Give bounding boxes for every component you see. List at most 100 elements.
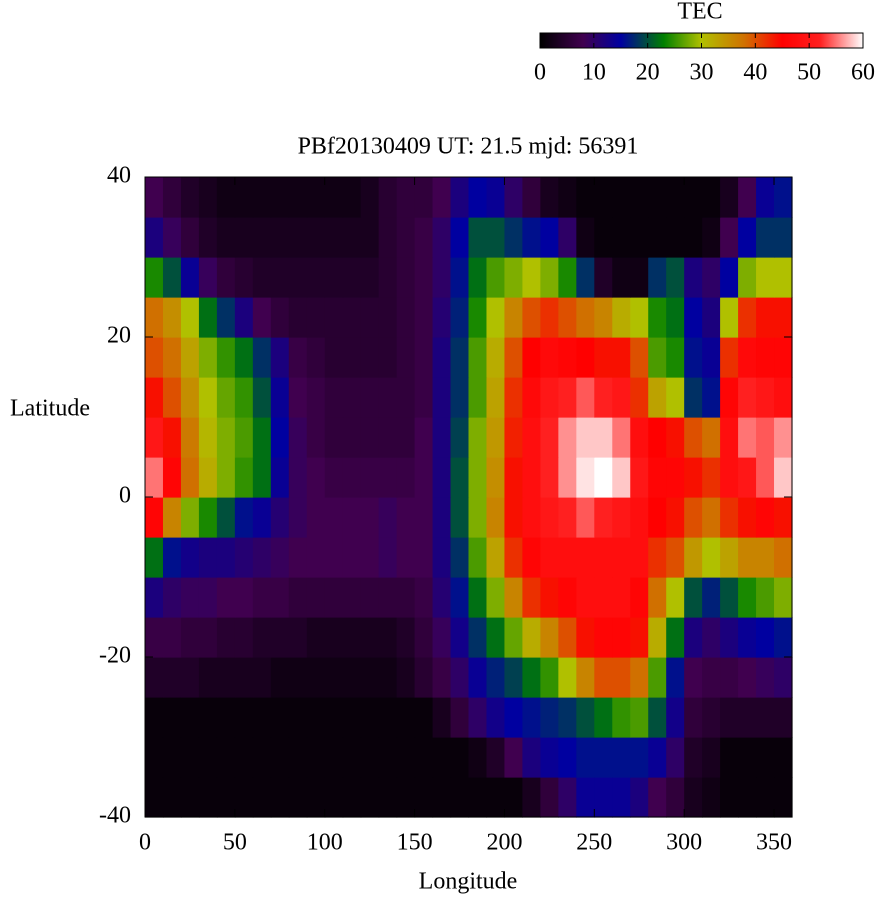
heat-cell [396,497,416,538]
heat-cell [145,337,164,378]
y-tick-label: -40 [99,803,131,829]
heat-cell [684,697,703,738]
heat-cell [684,177,703,218]
heat-cell [774,177,793,218]
heat-cell [468,457,488,498]
heat-cell [360,177,380,218]
heat-cell [180,657,200,698]
heat-cell [666,577,685,618]
heat-cell [774,217,793,258]
heat-cell [558,417,577,458]
heat-cell [702,217,721,258]
x-tick-label: 200 [486,830,522,856]
heat-cell [252,297,272,338]
heat-cell [396,617,416,658]
heat-cell [342,657,362,698]
heat-cell [738,737,757,778]
heat-cell [720,417,739,458]
heat-cell [378,337,398,378]
heat-cell [180,417,200,458]
heat-cell [720,337,739,378]
heat-cell [522,537,541,578]
heat-cell [504,777,524,818]
heat-cell [558,697,577,738]
heat-cell [342,777,362,818]
heat-cell [648,497,667,538]
heat-cell [162,617,182,658]
heat-cell [540,497,559,538]
heat-cell [576,497,595,538]
heat-cell [162,257,182,298]
heat-cell [252,697,272,738]
heat-cell [720,377,739,418]
heat-cell [702,297,721,338]
heat-cell [648,657,667,698]
heat-cell [216,697,236,738]
heat-cell [342,577,362,618]
heat-cell [396,457,416,498]
heat-cell [684,377,703,418]
heat-cell [540,537,559,578]
heat-cell [198,457,218,498]
heat-cell [180,737,200,778]
heat-cell [522,617,541,658]
heat-cell [702,617,721,658]
heat-cell [306,577,326,618]
heat-cell [360,657,380,698]
heat-cell [360,617,380,658]
heat-cell [360,537,380,578]
heat-cell [594,257,613,298]
heat-cell [630,177,649,218]
heat-cell [432,257,452,298]
colorbar-tick-label: 60 [851,60,875,86]
heat-cell [306,537,326,578]
heat-cell [756,737,775,778]
heat-cell [216,497,236,538]
heat-cell [234,297,254,338]
heat-cell [738,417,757,458]
heat-cell [252,537,272,578]
heat-cell [306,777,326,818]
heat-cell [468,617,488,658]
x-tick-label: 50 [223,830,247,856]
heat-cell [450,377,470,418]
heat-cell [558,737,577,778]
heat-cell [738,617,757,658]
heat-cell [360,577,380,618]
heat-cell [648,537,667,578]
heat-cell [198,297,218,338]
heat-cell [396,257,416,298]
x-tick-label: 0 [139,830,151,856]
heat-cell [450,217,470,258]
heat-cell [576,697,595,738]
heat-cell [396,217,416,258]
heat-cell [576,777,595,818]
heat-cell [522,457,541,498]
colorbar-tick-label: 0 [534,60,546,86]
heat-cell [738,457,757,498]
colorbar-tick-label: 40 [743,60,767,86]
heat-cell [756,497,775,538]
heat-cell [180,577,200,618]
heat-cell [396,577,416,618]
heat-cell [648,257,667,298]
heat-cell [450,457,470,498]
heat-cell [270,417,290,458]
heat-cell [360,297,380,338]
heat-cell [468,337,488,378]
heat-cell [630,297,649,338]
heat-cell [540,337,559,378]
heat-cell [738,577,757,618]
heat-cell [504,257,524,298]
heat-cell [216,417,236,458]
heat-cell [594,457,613,498]
heat-cell [270,737,290,778]
heat-cell [504,417,524,458]
heat-cell [396,417,416,458]
heat-cell [252,177,272,218]
heat-cell [324,377,344,418]
heat-cell [306,697,326,738]
heat-cell [468,217,488,258]
heat-cell [198,497,218,538]
